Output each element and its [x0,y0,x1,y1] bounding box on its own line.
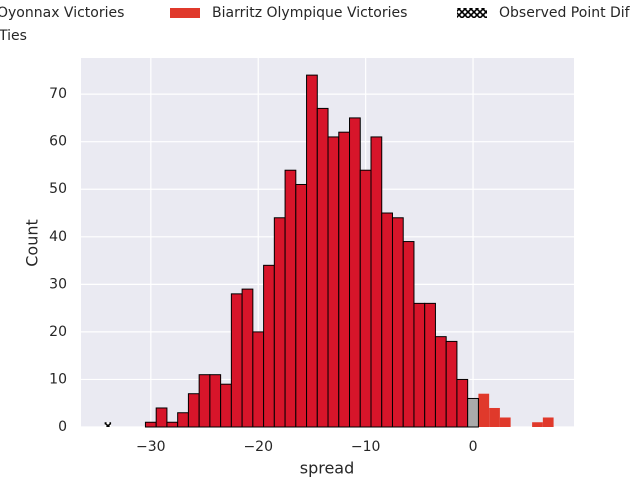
bar [467,397,479,428]
bar [252,331,265,428]
bar [349,117,361,428]
y-tick-label: 20 [49,324,67,340]
bar [263,264,275,428]
bar [155,407,168,428]
bar [209,374,222,428]
bar [445,340,458,428]
y-axis-label: Count [23,219,42,267]
y-tick-label: 50 [49,181,67,197]
legend-label: Oyonnax Victories [0,5,124,21]
bar [273,217,286,428]
legend-label: Observed Point Dif [499,5,631,21]
bar [241,288,254,428]
bar [391,217,404,428]
bar [359,169,372,428]
x-tick-label: 0 [469,439,478,455]
bar [542,417,554,427]
bar [284,169,297,428]
bar [198,374,211,428]
bar [456,378,469,428]
x-tick-label: −30 [136,439,166,455]
legend-swatch [457,8,487,18]
legend-label: Biarritz Olympique Victories [212,5,407,21]
bar [306,74,318,428]
bar [230,293,243,428]
bar [370,136,383,428]
x-tick-label: −20 [243,439,273,455]
bar [327,136,340,428]
bar [402,241,415,428]
bar [381,212,393,428]
bar [316,107,329,428]
bar [144,421,157,428]
bar [434,336,447,428]
bar [220,383,232,428]
legend-swatch [170,8,200,18]
bar [478,393,490,427]
y-tick-label: 10 [49,371,67,387]
x-axis-label: spread [300,459,355,478]
bar [104,422,112,427]
bar [413,302,426,428]
bar [295,183,308,428]
bar [499,417,511,427]
y-tick-label: 60 [49,134,67,150]
legend-label: Ties [0,28,27,44]
x-tick-label: −10 [351,439,381,455]
bar [424,302,436,428]
bar [177,412,189,428]
bar [187,393,200,428]
bar [166,421,179,428]
bar [532,422,543,427]
bar [489,407,500,427]
bar [338,131,351,428]
y-tick-label: 30 [49,276,67,292]
y-tick-label: 0 [58,419,67,435]
y-tick-label: 70 [49,86,67,102]
y-tick-label: 40 [49,229,67,245]
